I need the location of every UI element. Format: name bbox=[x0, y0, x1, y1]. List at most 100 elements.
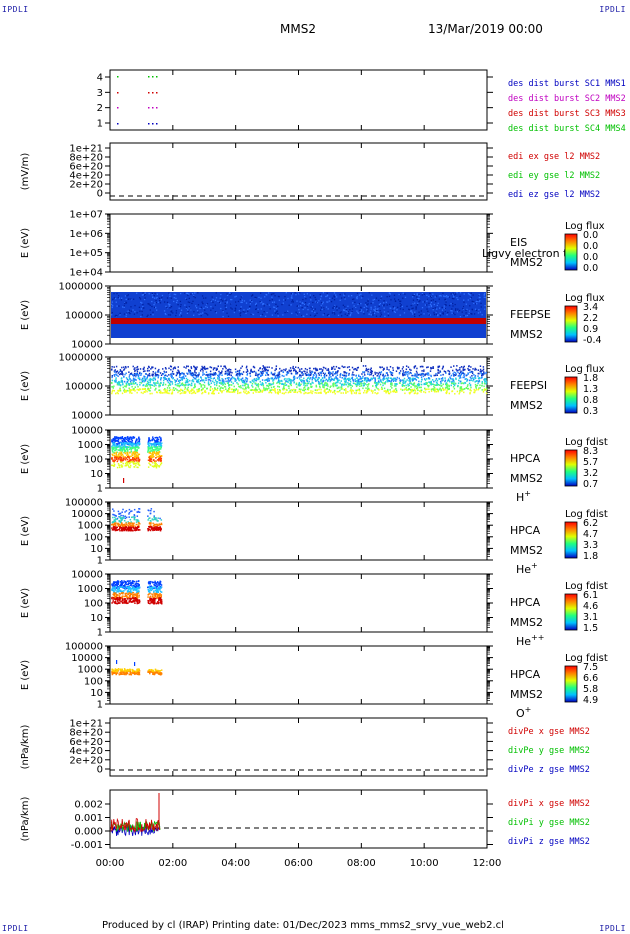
spectrogram-pixel bbox=[412, 299, 415, 301]
spectrogram-pixel bbox=[235, 388, 237, 391]
spectrogram-pixel bbox=[306, 374, 309, 376]
spectrogram-pixel bbox=[370, 314, 372, 316]
spectrogram-pixel bbox=[356, 367, 359, 369]
spectrogram-pixel bbox=[238, 378, 240, 381]
spectrogram-pixel bbox=[204, 389, 206, 392]
spectrogram-pixel bbox=[201, 379, 203, 381]
spectrogram-pixel bbox=[290, 304, 292, 306]
spectrogram-pixel bbox=[152, 454, 154, 456]
spectrogram-pixel bbox=[418, 294, 420, 296]
spectrogram-pixel bbox=[400, 300, 402, 302]
ytick-label: 100 bbox=[84, 532, 103, 543]
spectrogram-pixel bbox=[463, 314, 465, 317]
spectrogram-pixel bbox=[269, 391, 271, 393]
spectrogram-pixel bbox=[180, 388, 182, 391]
spectrogram-pixel bbox=[317, 376, 320, 379]
spectrogram-pixel bbox=[113, 459, 116, 461]
spectrogram-pixel bbox=[115, 392, 117, 395]
spectrogram-pixel bbox=[285, 380, 287, 382]
spectrogram-pixel bbox=[471, 372, 474, 375]
spectrogram-pixel bbox=[366, 383, 368, 386]
spectrogram-pixel bbox=[182, 383, 185, 386]
spectrogram-pixel bbox=[357, 374, 360, 377]
spectrogram-pixel bbox=[360, 309, 363, 311]
spectrogram-pixel bbox=[242, 379, 245, 382]
spectrogram-pixel bbox=[149, 309, 151, 311]
spectrogram-pixel bbox=[134, 367, 136, 369]
spectrogram-pixel bbox=[333, 305, 335, 307]
spectrogram-pixel bbox=[330, 301, 333, 303]
ytick-label: 100000 bbox=[65, 498, 103, 509]
spectrogram-pixel bbox=[191, 292, 194, 295]
spectrogram-pixel bbox=[291, 301, 293, 303]
spectrogram-pixel bbox=[142, 368, 145, 370]
spectrogram-pixel bbox=[375, 383, 378, 386]
spectrogram-pixel bbox=[470, 371, 472, 373]
spectrogram-pixel bbox=[475, 368, 477, 371]
spectrogram-pixel bbox=[316, 389, 318, 391]
spectrogram-pixel bbox=[188, 307, 190, 309]
spectrogram-pixel bbox=[169, 307, 171, 309]
spectrogram-pixel bbox=[435, 300, 437, 303]
spectrogram-pixel bbox=[281, 392, 284, 395]
spectrogram-pixel bbox=[413, 293, 415, 296]
colorbar-title: Log fdist bbox=[565, 437, 608, 448]
spectrogram-pixel bbox=[161, 296, 163, 299]
spectrogram-pixel bbox=[444, 303, 446, 306]
colorbar-tick-label: 3.4 bbox=[583, 302, 598, 313]
spectrogram-pixel bbox=[344, 366, 346, 368]
spectrogram-pixel bbox=[348, 377, 350, 380]
spectrogram-pixel bbox=[477, 388, 479, 391]
spectrogram-pixel bbox=[245, 312, 247, 315]
spectrogram-pixel bbox=[283, 299, 285, 301]
spectrogram-pixel bbox=[121, 371, 123, 374]
panel-instrument-label: FEEPSI bbox=[510, 379, 547, 392]
spectrogram-pixel bbox=[350, 377, 353, 380]
spectrogram-pixel bbox=[120, 437, 123, 440]
spectrogram-pixel bbox=[111, 445, 113, 448]
spectrogram-pixel bbox=[117, 453, 120, 456]
spectrogram-pixel bbox=[124, 450, 126, 452]
spectrogram-pixel bbox=[224, 370, 227, 373]
spectrogram-pixel bbox=[298, 382, 300, 385]
spectrogram-pixel bbox=[197, 388, 200, 391]
spectrogram-pixel bbox=[137, 453, 140, 455]
spectrogram-pixel bbox=[173, 387, 175, 389]
spectrogram-pixel bbox=[291, 293, 294, 295]
spectrogram-pixel bbox=[121, 437, 124, 440]
spectrogram-pixel bbox=[451, 378, 453, 380]
spectrogram-pixel bbox=[440, 295, 442, 297]
spectrogram-pixel bbox=[178, 370, 180, 373]
spectrogram-pixel bbox=[354, 378, 356, 381]
spectrogram-pixel bbox=[253, 366, 256, 369]
spectrogram-pixel bbox=[291, 295, 293, 297]
panel-frame-divpi bbox=[109, 789, 488, 849]
spectrogram-pixel bbox=[136, 450, 138, 452]
spectrogram-pixel bbox=[327, 301, 329, 303]
spectrogram-pixel bbox=[356, 379, 358, 382]
spectrogram-pixel bbox=[287, 381, 289, 384]
ytick-label: 1e+21 bbox=[69, 144, 103, 155]
spectrogram-pixel bbox=[118, 390, 120, 392]
spectrogram-pixel bbox=[151, 294, 153, 296]
ytick-label: 6e+20 bbox=[69, 737, 103, 748]
spectrogram-pixel bbox=[292, 369, 295, 372]
spectrogram-pixel bbox=[308, 392, 310, 394]
spectrogram-pixel bbox=[481, 314, 483, 316]
spectrogram-pixel bbox=[128, 437, 131, 439]
spectrogram-pixel bbox=[234, 389, 237, 392]
spectrogram-pixel bbox=[205, 297, 207, 299]
spectrogram-pixel bbox=[117, 437, 119, 439]
spectrogram-pixel bbox=[382, 384, 384, 387]
spectrogram-pixel bbox=[283, 368, 285, 371]
spectrogram-pixel bbox=[326, 382, 328, 385]
spectrogram-pixel bbox=[237, 377, 239, 380]
spectrogram-pixel bbox=[481, 381, 483, 383]
spectrogram-pixel bbox=[178, 379, 181, 382]
spectrogram-pixel bbox=[333, 311, 335, 313]
spectrogram-pixel bbox=[326, 294, 329, 296]
spectrogram-pixel bbox=[440, 388, 443, 391]
spectrogram-pixel bbox=[355, 389, 357, 392]
ytick-label: 1e+06 bbox=[69, 229, 103, 240]
spectrogram-pixel bbox=[155, 301, 157, 304]
